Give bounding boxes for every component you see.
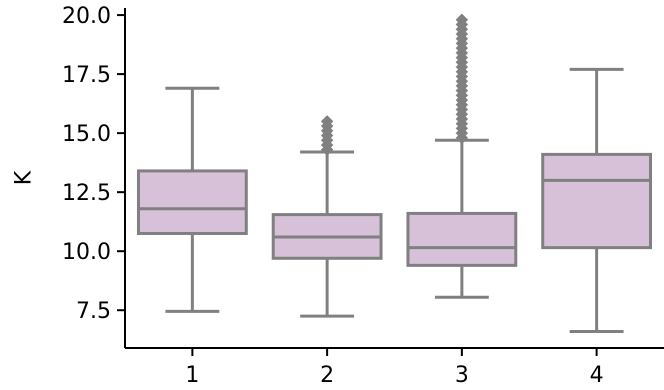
y-tick-label: 15.0 [62, 122, 111, 147]
x-tick-label: 1 [185, 363, 199, 388]
box-1 [136, 86, 248, 313]
y-tick-label: 12.5 [62, 181, 111, 206]
boxes-group [136, 13, 653, 333]
outlier-point [455, 13, 469, 27]
x-ticks-group: 1 2 3 4 [185, 348, 604, 388]
y-tick-label: 17.5 [62, 63, 111, 88]
iqr-box [541, 152, 653, 250]
y-tick-label: 20.0 [62, 4, 111, 29]
x-tick-label: 4 [590, 363, 604, 388]
x-tick-label: 3 [455, 363, 469, 388]
x-tick-label: 2 [320, 363, 334, 388]
box-3 [406, 13, 518, 299]
outlier-point [320, 115, 334, 128]
axes-group [124, 8, 664, 349]
y-ticks-group: 7.5 10.0 12.5 15.0 17.5 20.0 [62, 4, 125, 324]
box-2 [271, 115, 383, 318]
y-tick-label: 10.0 [62, 240, 111, 265]
iqr-box [136, 169, 248, 235]
y-axis-label: K [12, 170, 37, 185]
iqr-box [406, 211, 518, 267]
box-4 [541, 67, 653, 333]
y-tick-label: 7.5 [76, 299, 111, 324]
